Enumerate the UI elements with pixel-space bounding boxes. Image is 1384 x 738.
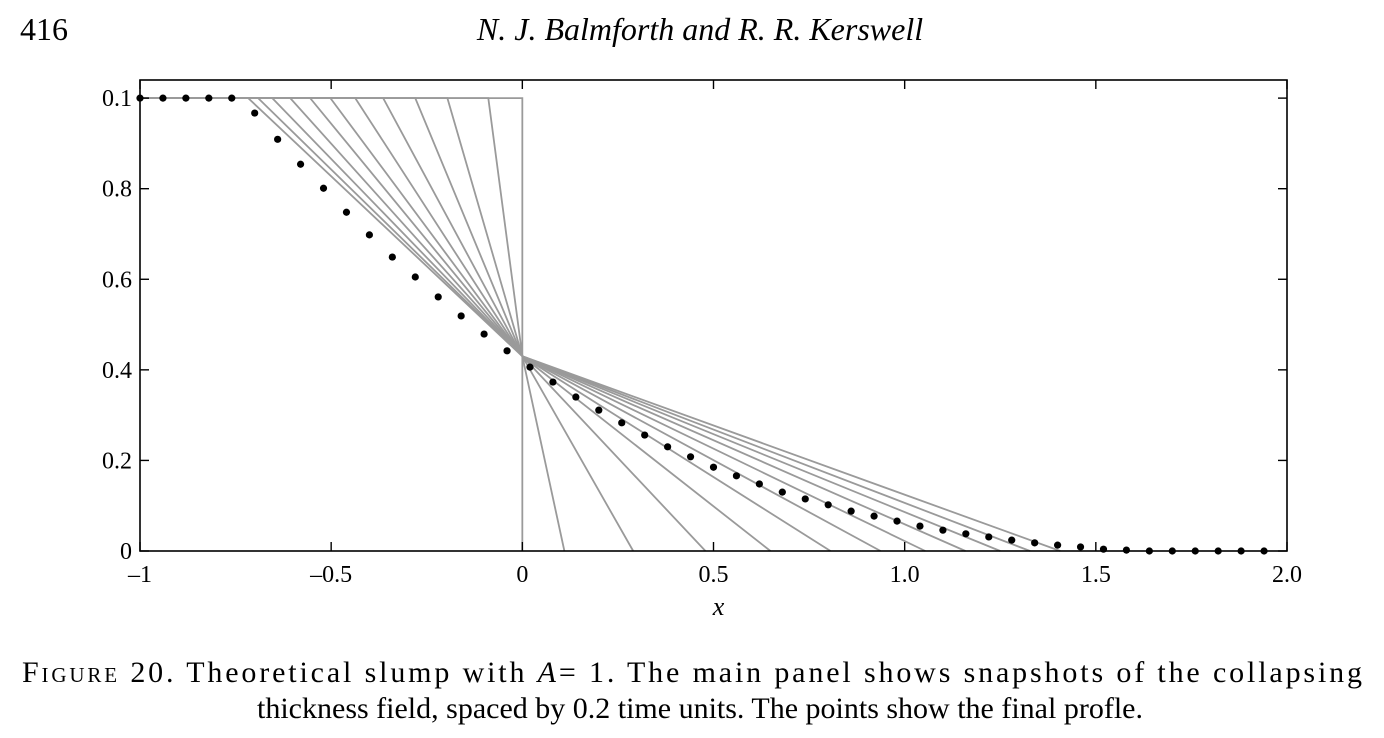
data-point (618, 419, 626, 427)
page-number: 416 (20, 11, 68, 47)
data-point (549, 378, 557, 386)
data-point (595, 406, 603, 414)
caption-symbol: A (536, 656, 557, 689)
x-axis-label: x (712, 592, 725, 621)
data-point (1031, 539, 1039, 547)
data-point (503, 347, 511, 355)
caption-line: Figure 20. Theoretical slump with A= 1. … (22, 656, 1362, 689)
data-point (1122, 546, 1131, 554)
data-point (824, 501, 832, 509)
y-tick-label: 0.1 (102, 86, 132, 112)
data-point (641, 431, 649, 439)
data-point (296, 160, 305, 168)
data-point (962, 530, 970, 538)
profile-line (140, 97, 1031, 552)
data-point (1008, 536, 1016, 544)
profile-line (140, 97, 966, 552)
data-point (411, 273, 419, 281)
x-tick-label: –1 (127, 562, 152, 588)
data-point (939, 526, 947, 534)
profile-line (140, 97, 831, 552)
data-point (480, 330, 488, 338)
x-tick-label: 1.0 (890, 562, 920, 588)
caption-label: Figure 20. (22, 656, 174, 689)
data-point (319, 184, 328, 192)
data-point (182, 94, 190, 102)
data-point (434, 293, 442, 301)
profile-line (140, 97, 634, 552)
data-point (893, 517, 901, 525)
x-tick-label: 2.0 (1272, 562, 1302, 588)
data-point (365, 231, 373, 239)
data-point (1054, 541, 1062, 549)
caption-text: = 1. The main panel shows snapshots of t… (559, 656, 1362, 689)
running-head: N. J. Balmforth and R. R. Kerswell (476, 11, 923, 47)
profile-line (140, 97, 1061, 552)
profile-line (140, 97, 926, 552)
data-point (985, 533, 993, 541)
profile-line (140, 97, 524, 551)
data-point (686, 453, 695, 461)
y-tick-label: 0 (120, 539, 132, 565)
data-point (664, 443, 672, 451)
data-point (709, 463, 718, 471)
profile-line (140, 97, 772, 552)
data-point (732, 472, 741, 480)
data-point (526, 363, 534, 371)
data-point (457, 312, 465, 320)
data-point (228, 94, 236, 102)
data-point (342, 208, 351, 216)
x-tick-label: –0.5 (309, 562, 352, 588)
data-point (388, 253, 396, 261)
y-tick-label: 0.4 (102, 358, 132, 384)
data-point (755, 480, 763, 488)
data-point (916, 522, 924, 530)
data-point (251, 109, 259, 117)
y-tick-label: 0.8 (102, 177, 132, 203)
data-point (572, 393, 580, 401)
x-tick-label: 0 (516, 562, 528, 588)
figure: –1 –0.5 0 0.5 1.0 1.5 2.0 0 0.2 0.4 0.6 0.8 0.1 x (102, 79, 1302, 621)
profile-line (140, 97, 707, 552)
x-tick-label: 1.5 (1081, 562, 1111, 588)
data-point (205, 94, 213, 102)
y-tick-label: 0.6 (102, 267, 132, 293)
profile-line (140, 97, 882, 552)
data-point (159, 94, 167, 102)
y-tick-label: 0.2 (102, 448, 132, 474)
data-point (274, 135, 282, 143)
data-point (847, 507, 855, 515)
x-tick-label: 0.5 (699, 562, 729, 588)
data-point (801, 495, 809, 503)
data-point (870, 512, 878, 520)
data-point (1076, 543, 1085, 551)
caption-line: thickness field, spaced by 0.2 time unit… (257, 692, 1143, 725)
caption-text: Theoretical slump with (186, 656, 524, 689)
data-point (778, 488, 786, 496)
